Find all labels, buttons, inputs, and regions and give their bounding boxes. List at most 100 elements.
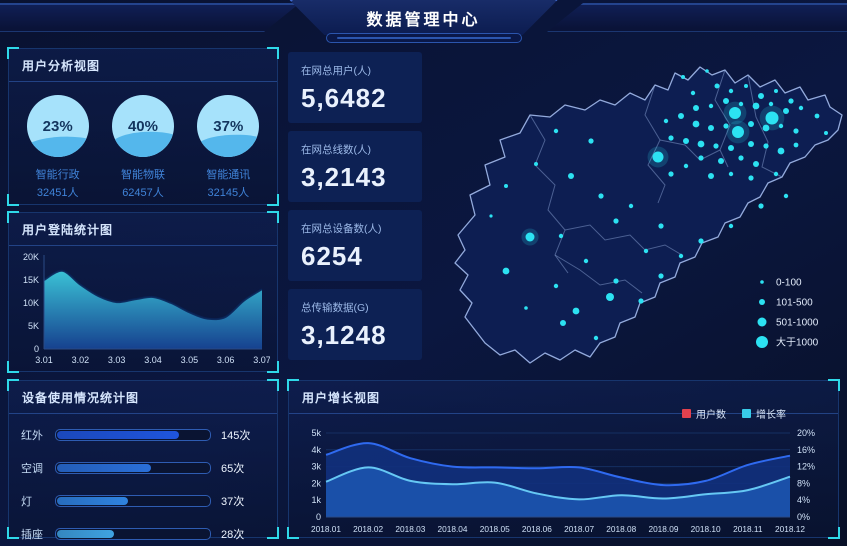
stat-card-label: 总传输数据(G) [301,302,369,314]
map-data-dot [663,118,669,124]
map-data-dot [553,283,559,289]
bar-fill [57,464,151,472]
map-data-dot [723,123,729,129]
map-data-dot [678,253,684,259]
growth-left-tick: 1k [311,495,321,505]
map-data-dot [793,142,799,148]
map-data-dot [732,126,744,138]
login-x-tick: 3.03 [108,355,126,365]
login-x-tick: 3.06 [217,355,235,365]
map-data-dot [814,113,820,119]
map-data-dot [683,163,689,169]
map-data-dot [681,75,685,79]
map-data-dot [762,124,770,132]
bar-row-1: 空调 65次 [21,460,265,476]
login-area-chart: 0 5K 10K 15K 20K 3.01 3.02 3.03 3.04 3.05 3.06 3.07 [23,252,270,365]
login-y-tick: 15K [23,275,39,285]
header-pedestal-ornament [325,33,522,43]
map-data-dot [778,123,784,129]
growth-left-tick: 0 [316,512,321,522]
growth-x-tick: 2018.01 [311,524,341,534]
legend-item-用户数[interactable]: 用户数 [682,406,726,421]
map-data-dot [753,161,759,167]
map-data-dot [728,88,734,94]
growth-right-tick: 0% [797,512,810,522]
gauge-1: 40% 智能物联 62457人 [101,95,185,200]
map-data-dot [763,143,769,149]
bar-value: 28次 [221,529,245,541]
gauge-count: 32145人 [207,187,250,199]
map-data-dot [783,108,789,114]
map-data-dot [793,128,799,134]
stat-card-0: 在网总用户(人) 5,6482 [288,52,422,123]
map-data-dot [744,84,748,88]
map-data-dot [489,214,493,218]
map-data-dot [693,105,699,111]
map-data-dot [683,138,689,144]
map-data-dot [502,267,510,275]
page-header: 数据管理中心 [0,0,847,44]
map-data-dot [593,335,599,341]
map-data-dot [638,298,644,304]
login-y-tick: 20K [23,252,39,262]
map-data-dot [534,162,538,166]
region-map-container: 0-100 101-500 501-1000 大于1000 [430,45,847,375]
gauge-label: 智能通讯 [206,169,251,181]
bar-track [55,495,211,507]
growth-x-tick: 2018.06 [522,524,552,534]
bar-fill [57,530,114,538]
map-data-dot [714,83,720,89]
bar-track [55,462,211,474]
bar-track [55,429,211,441]
panel-user-analysis: 用户分析视图 23% 智能行政 32451人 40% 智能物联 62457人 37% 智能通讯… [7,47,279,206]
gauge-label: 智能物联 [120,169,165,181]
stat-card-label: 在网总线数(人) [301,144,371,156]
bar-label: 红外 [21,430,43,442]
map-data-dot [692,120,700,128]
growth-right-tick: 8% [797,478,810,488]
map-data-dot [613,218,619,224]
map-data-dot [798,105,804,111]
map-region-outline [454,66,843,364]
gauge-percent: 37% [213,117,244,135]
map-data-dot [606,293,614,301]
panel-user-growth: 用户增长视图 用户数 增长率 0 1k 2k 3k 4k 5k 0% 4% 8% 12% 16% 20%… [287,379,840,539]
map-legend-dot [756,336,768,348]
map-data-dot [738,155,744,161]
bar-row-0: 红外 145次 [21,427,265,443]
gauge-circle: 40% [111,95,174,157]
map-data-dot [613,278,619,284]
login-x-tick: 3.02 [72,355,90,365]
map-data-dot [658,223,664,229]
map-data-dot [705,69,709,73]
growth-x-tick: 2018.12 [775,524,805,534]
map-data-dot [652,151,664,163]
legend-item-增长率[interactable]: 增长率 [742,406,786,421]
growth-right-tick: 16% [797,445,815,455]
login-y-tick: 0 [34,344,39,354]
region-map: 0-100 101-500 501-1000 大于1000 [454,66,843,364]
growth-left-tick: 2k [311,478,321,488]
map-legend-label: 101-500 [776,298,813,309]
map-data-dot [752,102,760,110]
map-data-dot [572,307,580,315]
stat-card-column: 在网总用户(人) 5,6482 在网总线数(人) 3,2143 在网总设备数(人) 625… [288,52,422,368]
map-data-dot [504,184,508,188]
map-data-dot [728,223,734,229]
map-legend-dot [759,299,765,305]
stat-card-value: 6254 [301,241,363,271]
growth-right-tick: 20% [797,428,815,438]
stat-card-value: 5,6482 [301,83,387,113]
gauge-liquid-fill [26,133,89,157]
map-data-dot [748,141,754,147]
map-data-dot [713,143,719,149]
growth-x-tick: 2018.07 [564,524,594,534]
gauge-percent: 40% [127,117,158,135]
map-data-dot [553,128,559,134]
login-x-tick: 3.07 [253,355,270,365]
map-data-dot [678,113,684,119]
map-data-dot [643,248,649,254]
map-legend-label: 0-100 [776,278,802,289]
map-data-dot [748,121,754,127]
bar-label: 插座 [21,529,43,541]
